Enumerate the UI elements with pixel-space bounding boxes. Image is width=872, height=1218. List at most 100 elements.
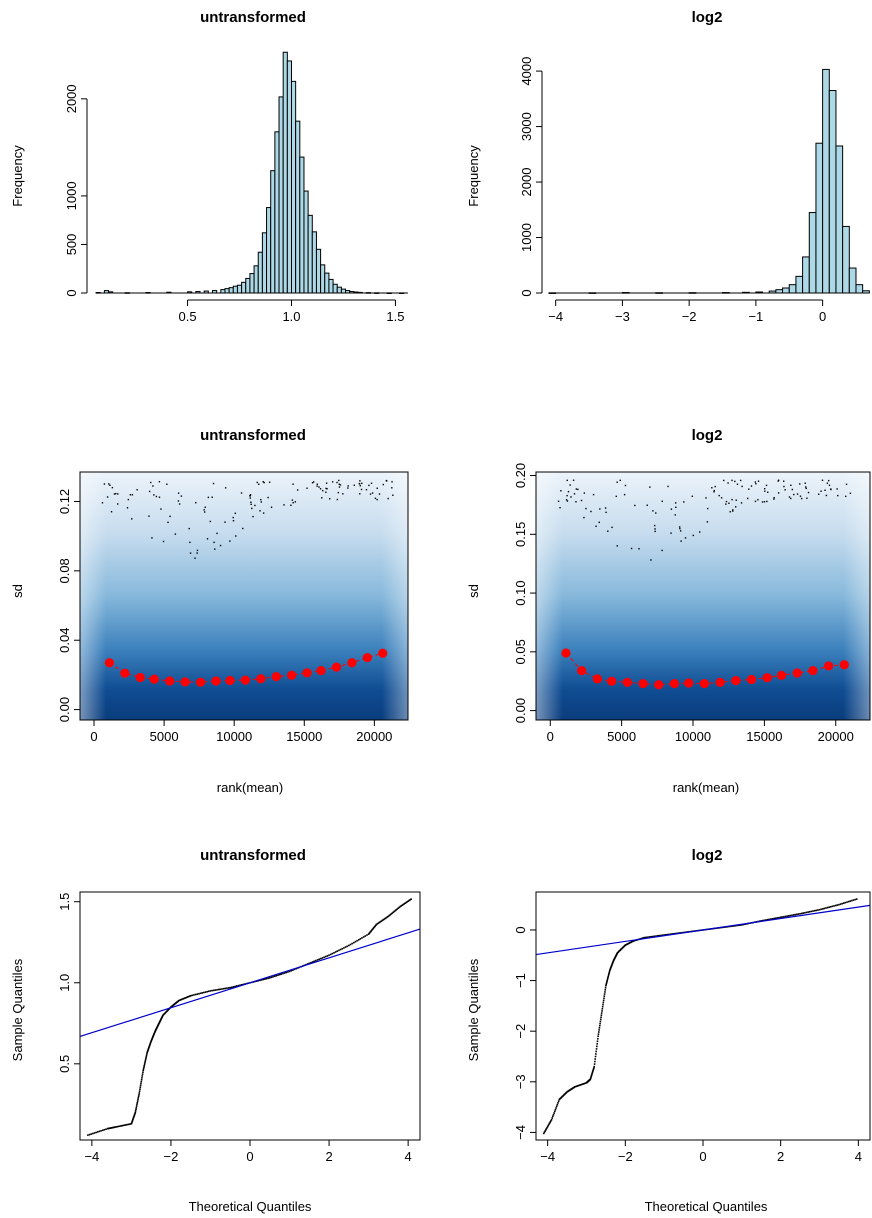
outlier-point [203, 509, 205, 511]
qq-point [825, 907, 827, 909]
qq-point [370, 930, 373, 932]
qq-point [188, 995, 191, 997]
y-axis-label: sd [466, 584, 481, 598]
outlier-point [109, 484, 111, 486]
outlier-point [374, 497, 377, 500]
y-tick-label: 0 [519, 289, 534, 296]
outlier-point [316, 485, 318, 487]
qq-point [315, 959, 317, 962]
histogram-bar [828, 90, 837, 294]
histogram-bar [311, 231, 317, 294]
qq-point [145, 1057, 147, 1060]
qq-point [150, 1041, 152, 1043]
outlier-point [757, 499, 759, 501]
qq-point [285, 971, 288, 974]
outlier-point [748, 488, 750, 490]
outlier-point [167, 521, 169, 524]
qq-point [367, 933, 370, 935]
outlier-point [258, 483, 260, 485]
qq-point [407, 900, 409, 902]
outlier-point [623, 493, 626, 496]
median-point [362, 652, 372, 663]
x-axis-label: Theoretical Quantiles [189, 1199, 312, 1214]
qq-point [739, 924, 742, 926]
qq-point [375, 923, 378, 926]
qq-point [232, 986, 235, 988]
qq-point [336, 950, 339, 952]
outlier-point [108, 483, 110, 485]
qq-point [575, 1085, 577, 1088]
outlier-point [262, 481, 264, 483]
y-tick-label: −4 [513, 1125, 528, 1140]
outlier-point [691, 495, 694, 497]
qq-point [260, 979, 263, 981]
qq-point [376, 922, 379, 925]
qq-point [846, 901, 848, 903]
qq-point [765, 919, 767, 921]
qq-point [120, 1125, 122, 1127]
outlier-point [316, 483, 318, 485]
outlier-point [336, 481, 338, 484]
outlier-point [560, 490, 562, 492]
outlier-point [575, 488, 578, 490]
median-point [684, 678, 694, 688]
qq-point [826, 906, 829, 909]
median-point [165, 676, 175, 686]
median-point [316, 665, 326, 676]
histogram-bar [808, 212, 817, 294]
histogram-bar [232, 285, 238, 294]
qq-point [606, 981, 608, 983]
median-point [776, 670, 787, 680]
outlier-point [583, 492, 586, 494]
qq-point [552, 1115, 554, 1118]
qq-point [310, 961, 312, 964]
outlier-point [101, 502, 104, 504]
qq-point [152, 1034, 155, 1037]
outlier-point [370, 482, 373, 484]
qq-point [100, 1130, 102, 1132]
outlier-point [765, 484, 768, 487]
y-axis: −4 −3 −2 −1 0 [513, 926, 537, 1140]
outlier-point [325, 482, 328, 484]
outlier-point [566, 500, 569, 502]
qq-point [212, 989, 215, 992]
median-point [180, 677, 190, 687]
qq-point [141, 1073, 144, 1075]
median-point [256, 674, 266, 684]
outlier-point [290, 504, 292, 506]
qq-point [836, 904, 839, 906]
qq-point [139, 1086, 142, 1089]
qq-point [839, 903, 842, 905]
outlier-point [619, 479, 621, 482]
y-tick-label: 500 [64, 234, 79, 256]
qq-point [321, 957, 324, 959]
qq-point [576, 1085, 579, 1087]
qq-point [151, 1037, 153, 1040]
qq-point [592, 1070, 594, 1072]
x-tick-label: 0 [90, 729, 97, 744]
histogram-bar [340, 288, 347, 294]
median-point [211, 676, 221, 686]
qq-point [265, 977, 268, 980]
outlier-point [103, 483, 106, 485]
outlier-point [209, 520, 212, 523]
outlier-point [294, 501, 297, 503]
outlier-point [189, 541, 191, 544]
qq-point [600, 1012, 603, 1014]
qq-point [150, 1040, 152, 1042]
qq-point [219, 988, 222, 991]
outlier-point [392, 494, 394, 496]
qq-point [584, 1082, 587, 1084]
qq-point [277, 974, 279, 977]
x-tick-label: −4 [548, 309, 563, 324]
outlier-point [219, 544, 222, 547]
outlier-point [725, 500, 728, 503]
qq-point [609, 967, 612, 970]
outlier-point [195, 501, 197, 504]
outlier-point [325, 487, 327, 490]
outlier-point [169, 515, 171, 518]
qq-point [130, 1122, 133, 1125]
qq-point [139, 1088, 141, 1091]
outlier-point [127, 498, 130, 501]
